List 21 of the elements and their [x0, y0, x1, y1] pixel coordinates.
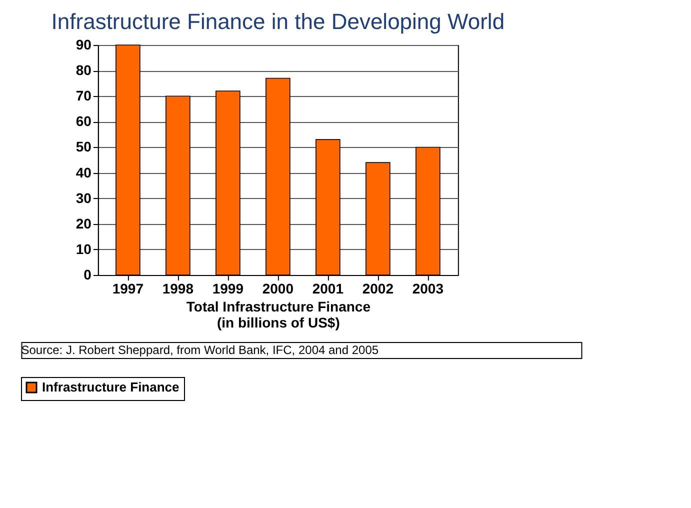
x-tick-label: 2001 — [312, 280, 344, 296]
x-tick-label: 2002 — [362, 280, 394, 296]
y-tick-label: 70 — [76, 88, 92, 104]
y-tick-label: 30 — [76, 190, 92, 206]
x-tick-label: 2003 — [412, 280, 444, 296]
chart-title: Infrastructure Finance in the Developing World — [51, 9, 505, 34]
y-tick-label: 0 — [84, 266, 92, 282]
y-tick-label: 80 — [76, 62, 92, 78]
x-tick-label: 1999 — [212, 280, 244, 296]
y-tick-label: 60 — [76, 113, 92, 130]
y-tick-label: 90 — [76, 36, 92, 52]
legend-label: Infrastructure Finance — [42, 380, 180, 394]
y-tick-label: 40 — [76, 164, 92, 180]
x-tick-label: 1997 — [112, 280, 144, 296]
y-tick-label: 10 — [76, 240, 92, 257]
x-tick-label: 2000 — [262, 280, 294, 296]
y-tick-label: 50 — [76, 138, 92, 155]
x-tick-label: 1998 — [162, 280, 194, 296]
source-note: Source: J. Robert Sheppard, from World Bank, IFC, 2004 and 2005 — [21, 343, 379, 357]
x-axis-title: Total Infrastructure Finance (in billions of US$) — [186, 298, 371, 330]
y-tick-label: 20 — [76, 215, 92, 232]
